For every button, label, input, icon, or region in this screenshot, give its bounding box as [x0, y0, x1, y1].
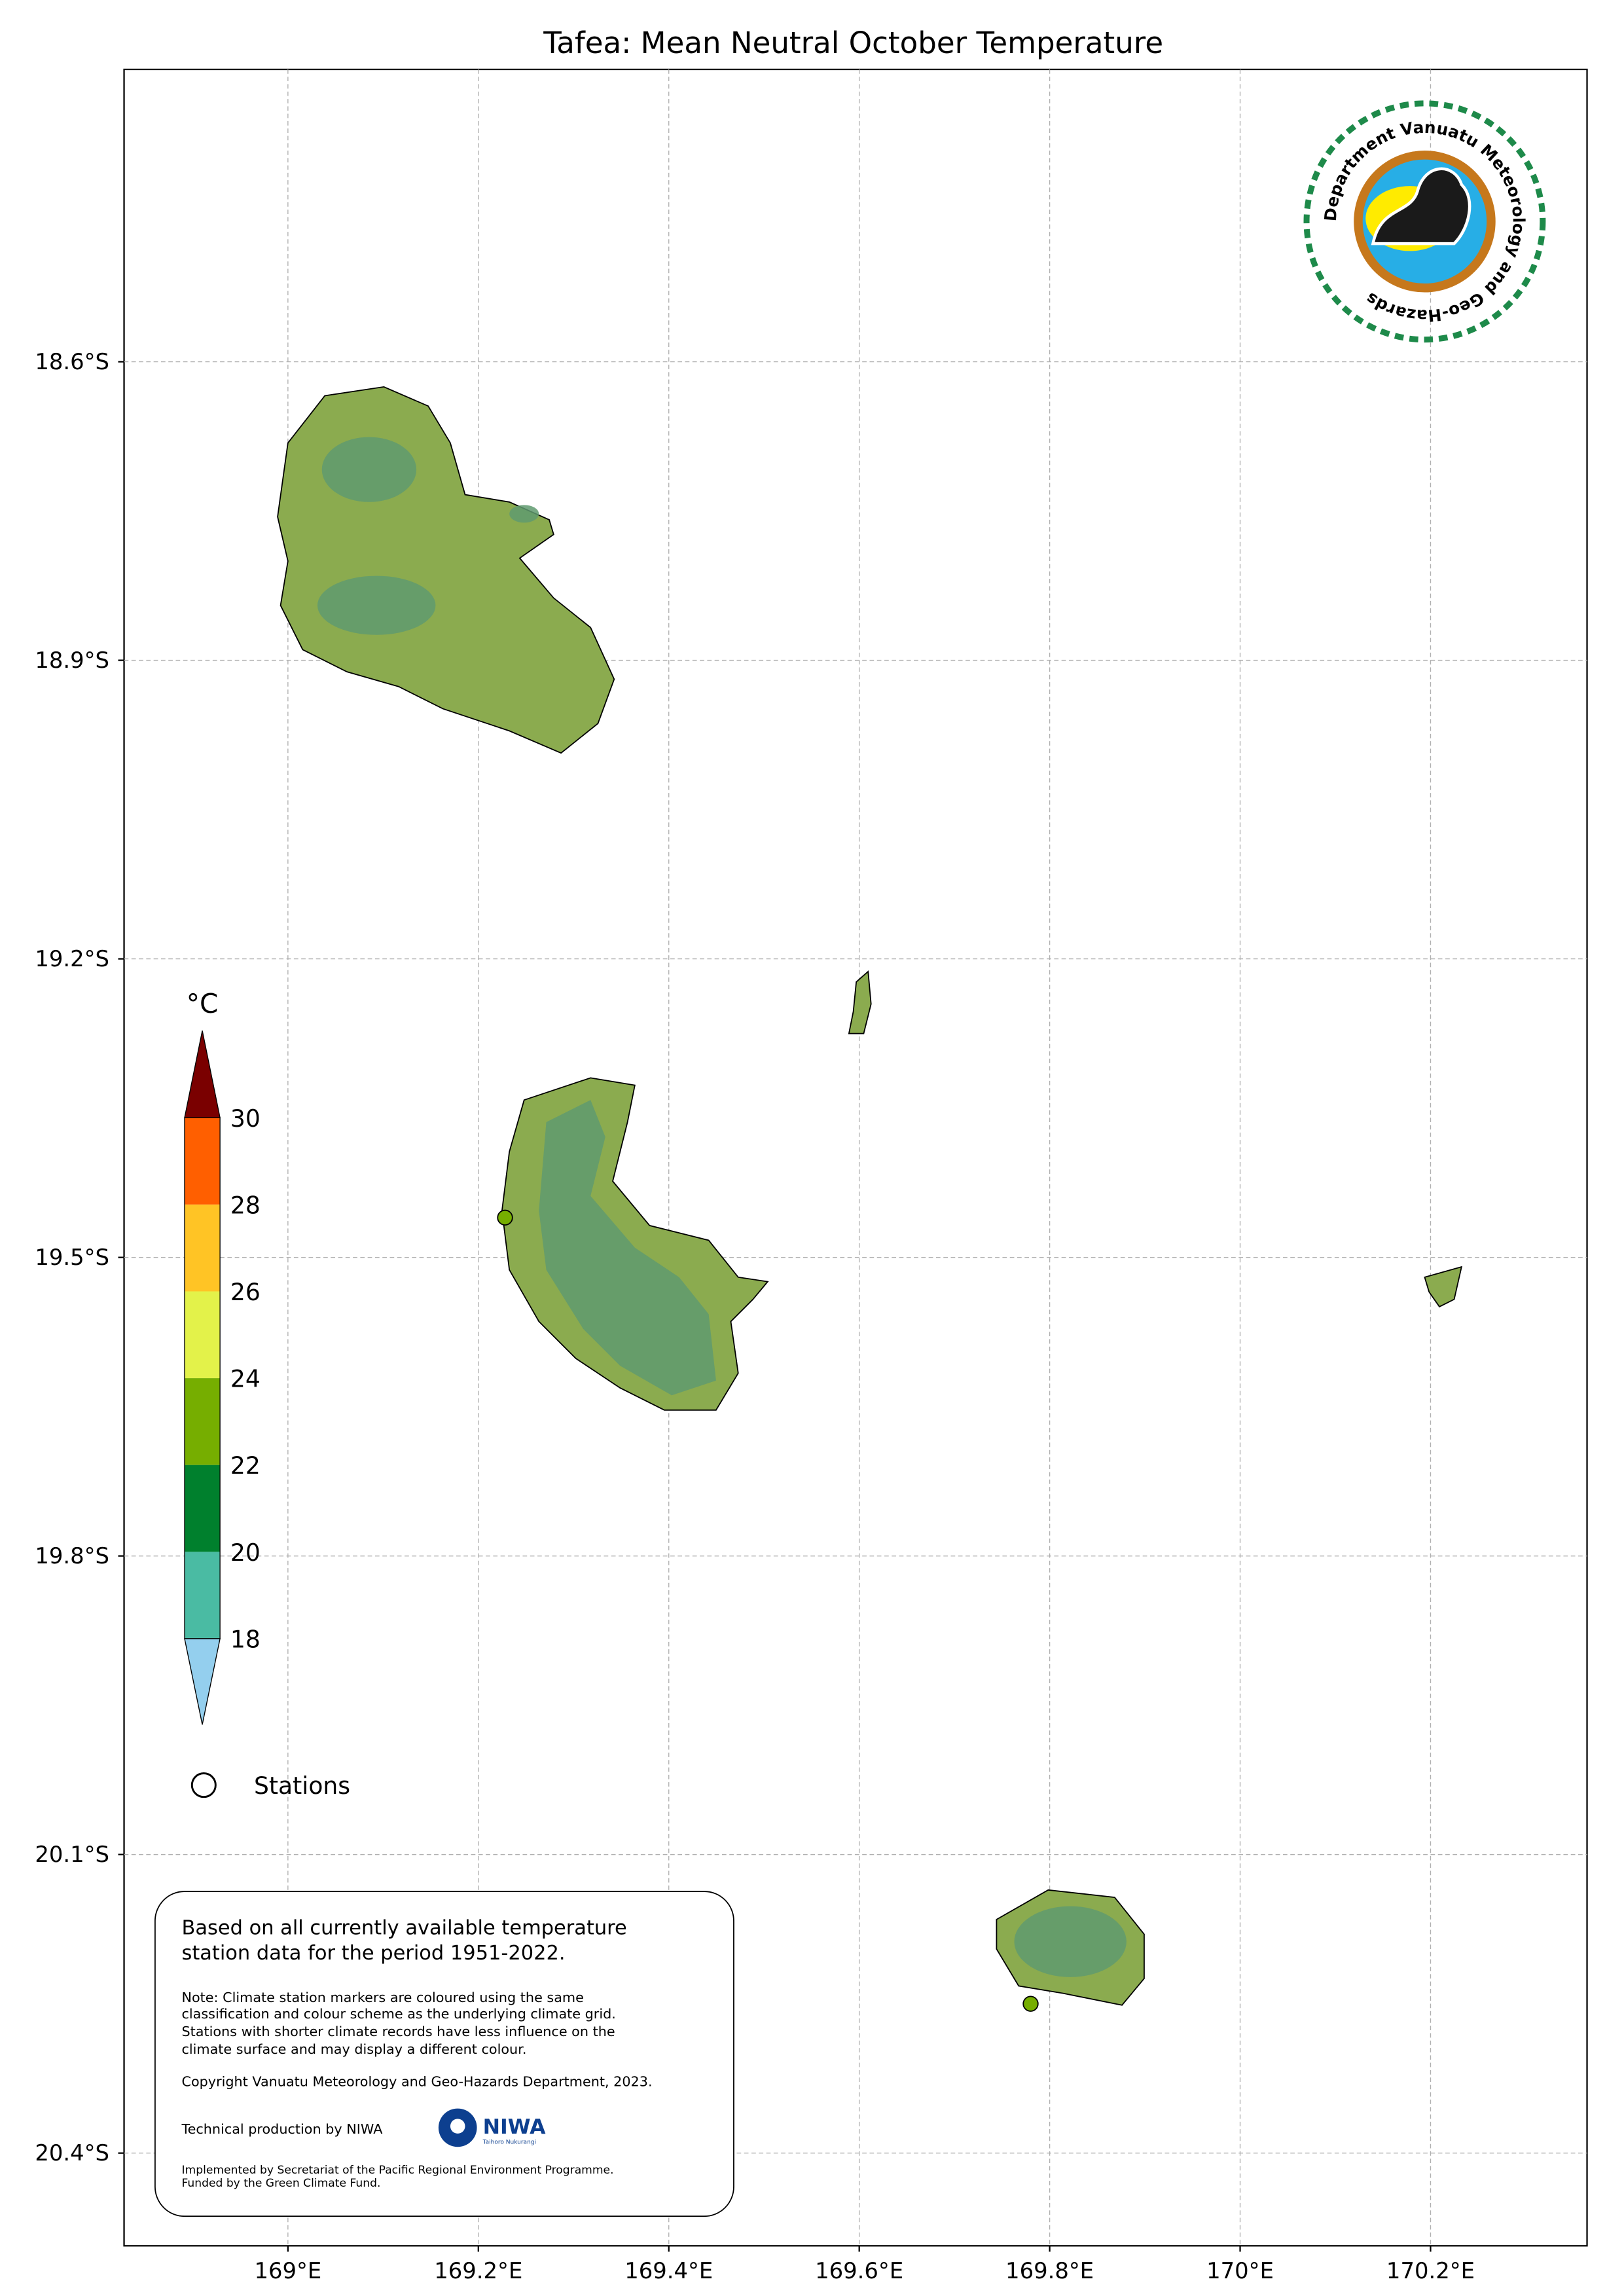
svg-text:NIWA: NIWA	[483, 2115, 547, 2139]
implemented-by: Implemented by Secretariat of the Pacifi…	[181, 2164, 613, 2177]
colorbar-outline	[184, 1117, 221, 1639]
colorbar-tick-label: 28	[230, 1192, 261, 1219]
colorbar-tick-label: 26	[230, 1279, 261, 1306]
info-line-2: station data for the period 1951-2022.	[181, 1942, 565, 1965]
niwa-logo: NIWA Taihoro Nukurangi	[438, 2108, 547, 2147]
x-tick-label: 169.6°E	[815, 2258, 903, 2284]
island-futuna	[1424, 1266, 1463, 1308]
gridlines	[118, 69, 1587, 2252]
colorbar-tick-label: 22	[230, 1452, 261, 1480]
x-tick-label: 170°E	[1206, 2258, 1274, 2284]
y-tick-label: 20.4°S	[35, 2140, 109, 2166]
colorbar-band	[184, 1465, 221, 1552]
station-markers	[497, 1209, 1039, 2012]
x-tick-label: 170.2°E	[1386, 2258, 1475, 2284]
map-title: Tafea: Mean Neutral October Temperature	[543, 26, 1163, 60]
colorbar-band	[184, 1204, 221, 1292]
station-marker	[1022, 1995, 1039, 2012]
y-tick-label: 18.6°S	[35, 349, 109, 374]
island-tanna	[501, 1077, 769, 1411]
y-tick-label: 19.8°S	[35, 1543, 109, 1569]
y-tick-labels: 18.6°S 18.9°S 19.2°S 19.5°S 19.8°S 20.1°S 20.4…	[35, 349, 109, 2166]
colorbar-tick-label: 24	[230, 1366, 261, 1393]
y-tick-label: 19.5°S	[35, 1245, 109, 1270]
note-line-4: climate surface and may display a differ…	[181, 2041, 526, 2057]
island-erromango	[277, 386, 615, 754]
island-aneityum	[996, 1889, 1145, 2006]
funded-by: Funded by the Green Climate Fund.	[181, 2177, 380, 2190]
y-tick-label: 20.1°S	[35, 1842, 109, 1867]
colorbar-tick-label: 20	[230, 1539, 261, 1567]
colorbar-band	[184, 1378, 221, 1465]
colorbar-band	[184, 1291, 221, 1379]
note-line-1: Note: Climate station markers are colour…	[181, 1990, 583, 2005]
info-line-1: Based on all currently available tempera…	[181, 1916, 626, 1939]
x-tick-label: 169°E	[254, 2258, 321, 2284]
colorbar-band	[184, 1552, 221, 1639]
x-tick-label: 169.8°E	[1005, 2258, 1094, 2284]
station-legend-marker	[190, 1772, 217, 1798]
svg-text:Taihoro Nukurangi: Taihoro Nukurangi	[482, 2140, 536, 2146]
x-tick-label: 169.4°E	[624, 2258, 713, 2284]
stations-legend-label: Stations	[254, 1772, 350, 1800]
copyright: Copyright Vanuatu Meteorology and Geo-Ha…	[181, 2074, 652, 2090]
colorbar-tick-label: 18	[230, 1626, 261, 1653]
y-tick-label: 18.9°S	[35, 647, 109, 673]
technical-production: Technical production by NIWA	[181, 2121, 383, 2137]
x-tick-labels: 169°E 169.2°E 169.4°E 169.6°E 169.8°E 170°E 17…	[254, 2258, 1475, 2284]
x-tick-label: 169.2°E	[434, 2258, 522, 2284]
station-marker	[497, 1209, 513, 1226]
colorbar-band	[184, 1118, 221, 1205]
colorbar: °C 30 28 26 24 22 20 18	[184, 988, 261, 1725]
info-box: Based on all currently available tempera…	[154, 1891, 734, 2217]
colorbar-unit: °C	[187, 988, 219, 1019]
island-aniwa	[848, 970, 872, 1034]
note-line-3: Stations with shorter climate records ha…	[181, 2024, 615, 2039]
note-line-2: classification and colour scheme as the …	[181, 2006, 615, 2022]
y-tick-label: 19.2°S	[35, 946, 109, 972]
stations-legend: Stations	[190, 1772, 350, 1800]
colorbar-tick-label: 30	[230, 1105, 261, 1133]
